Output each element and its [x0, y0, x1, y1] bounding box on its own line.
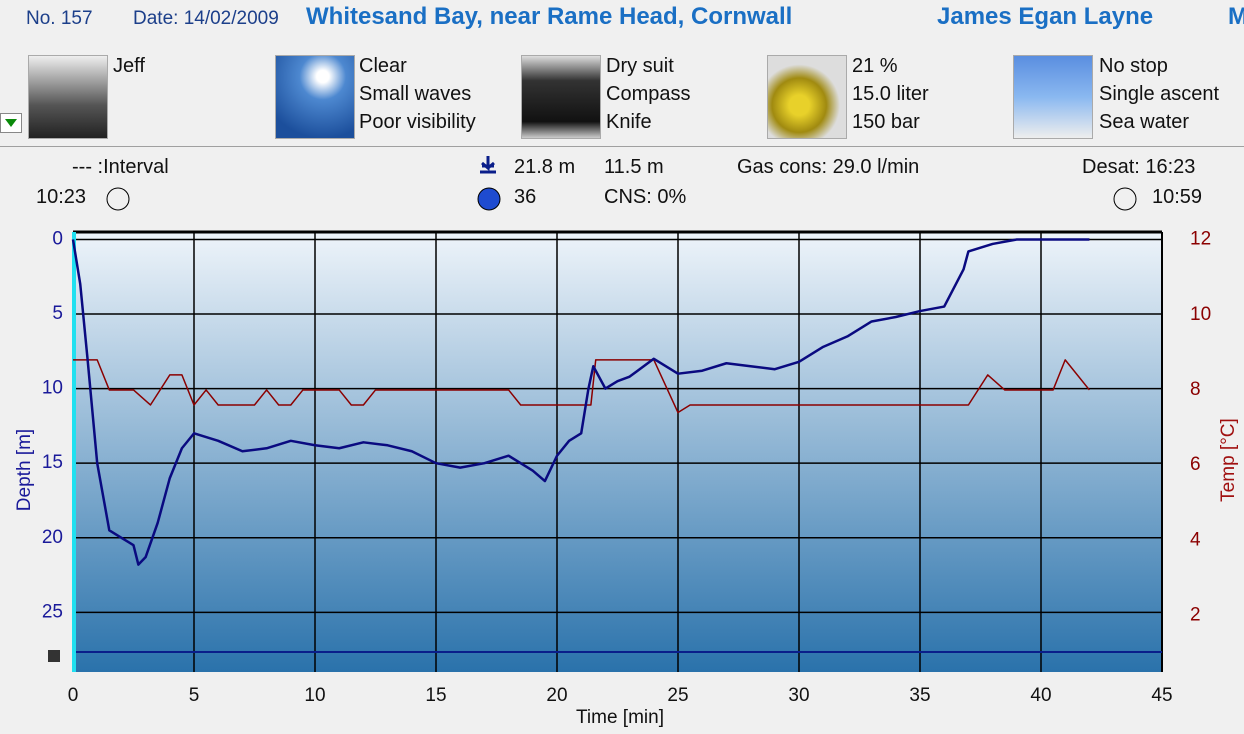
- gas-consumption: Gas cons: 29.0 l/min: [737, 156, 920, 178]
- x-axis-label: Time [min]: [576, 707, 664, 728]
- interval: --- :Interval: [72, 156, 169, 178]
- avg-depth: 11.5 m: [604, 156, 664, 178]
- x-tick-label: 20: [546, 685, 567, 706]
- y2-tick-label: 6: [1190, 454, 1201, 475]
- x-tick-label: 0: [68, 685, 79, 706]
- y2-axis-label: Temp [°C]: [1218, 418, 1239, 502]
- dive-number: No. 157: [26, 8, 93, 29]
- stat-icons: [106, 156, 1137, 211]
- x-tick-label: 40: [1030, 685, 1051, 706]
- panel-line: No stop: [1099, 55, 1168, 77]
- panel-line: Compass: [606, 83, 691, 105]
- x-tick-label: 30: [788, 685, 809, 706]
- panel-line: Poor visibility: [359, 111, 476, 133]
- y2-tick-label: 10: [1190, 304, 1211, 325]
- clipped-text: M: [1228, 3, 1244, 30]
- x-tick-label: 15: [425, 685, 446, 706]
- dive-date: Date: 14/02/2009: [133, 8, 279, 29]
- panel-line: Sea water: [1099, 111, 1190, 133]
- y-tick-label: 5: [52, 303, 63, 324]
- y-tick-label: 0: [52, 228, 63, 249]
- cns: CNS: 0%: [604, 186, 687, 208]
- y-axis-label: Depth [m]: [14, 429, 35, 511]
- timer-icon: [477, 187, 501, 211]
- panel-line: Knife: [606, 111, 652, 133]
- y-tick-label: 20: [42, 527, 63, 548]
- x-tick-label: 5: [189, 685, 200, 706]
- panel-line: Single ascent: [1099, 83, 1220, 105]
- gear-icon[interactable]: [521, 55, 601, 139]
- desat: Desat: 16:23: [1082, 156, 1196, 178]
- y2-tick-label: 12: [1190, 229, 1211, 250]
- y-tick-label: 10: [42, 378, 63, 399]
- y2-tick-label: 4: [1190, 529, 1201, 550]
- location: Whitesand Bay, near Rame Head, Cornwall: [306, 3, 793, 30]
- plot-area: [73, 232, 1162, 672]
- panel-line: 150 bar: [852, 111, 920, 133]
- series-line: [71, 238, 1090, 566]
- weather-icon[interactable]: [275, 55, 355, 139]
- panel-line: 15.0 liter: [852, 83, 929, 105]
- x-tick-label: 35: [909, 685, 930, 706]
- y2-tick-label: 2: [1190, 605, 1201, 626]
- duration: 36: [514, 186, 537, 208]
- dive-type-icon[interactable]: [1013, 55, 1093, 139]
- diver: James Egan Layne: [937, 3, 1154, 30]
- panel-line: Small waves: [359, 83, 472, 105]
- y-tick-label: 25: [42, 601, 63, 622]
- max-depth: 21.8 m: [514, 156, 576, 178]
- arrow: [5, 119, 17, 127]
- trash-icon[interactable]: [48, 650, 60, 662]
- panel-line: 21 %: [852, 55, 898, 77]
- tank-icon[interactable]: [767, 55, 847, 139]
- panel-line: Dry suit: [606, 55, 674, 77]
- x-tick-label: 45: [1151, 685, 1172, 706]
- clock-icon: [1113, 187, 1137, 211]
- exit-time: 10:59: [1152, 186, 1203, 208]
- dropdown-button[interactable]: [0, 113, 22, 133]
- panel-line: Clear: [359, 55, 407, 77]
- entry-time: 10:23: [36, 186, 87, 208]
- depth-icon: [480, 156, 496, 174]
- x-tick-label: 10: [304, 685, 325, 706]
- y-tick-label: 15: [42, 452, 63, 473]
- x-tick-label: 25: [667, 685, 688, 706]
- buddy-icon[interactable]: [28, 55, 108, 139]
- series-line: [73, 359, 1090, 414]
- y2-tick-label: 8: [1190, 379, 1201, 400]
- panel-line: Jeff: [113, 55, 145, 77]
- clock-icon: [106, 187, 130, 211]
- separator: [0, 146, 1244, 147]
